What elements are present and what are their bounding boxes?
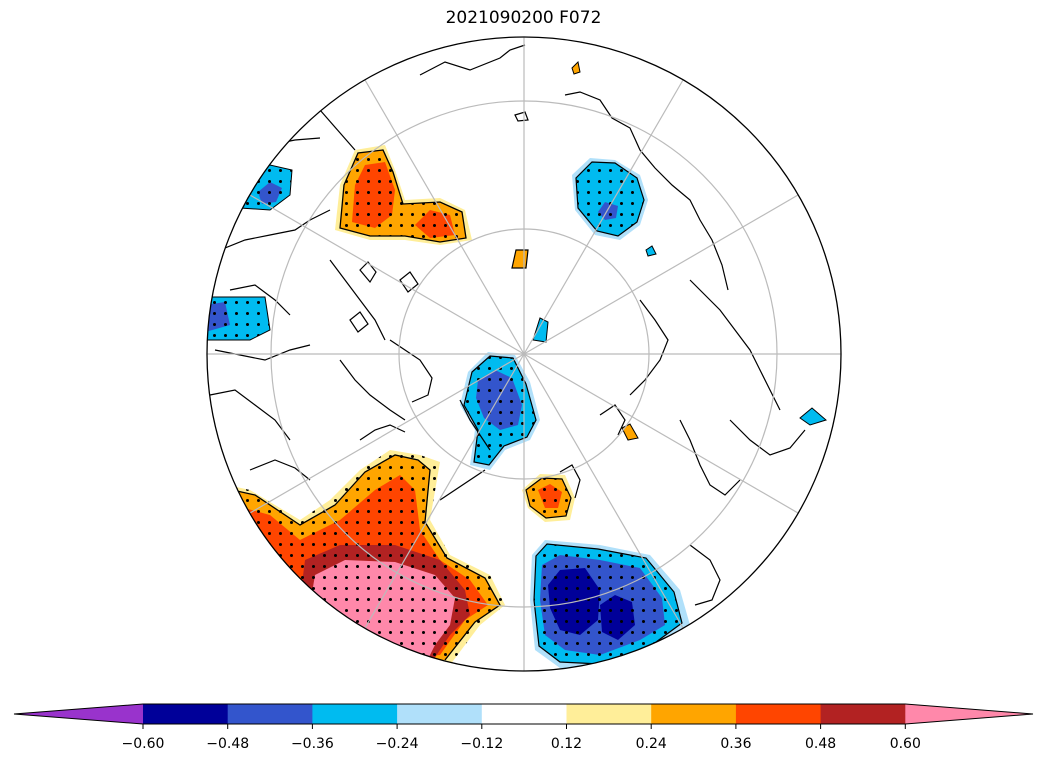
colorbar-tick-label: −0.48 — [206, 736, 249, 752]
colorbar-tick-label: 0.24 — [636, 736, 667, 752]
colorbar-segment — [143, 704, 229, 724]
colorbar-segment — [820, 704, 906, 724]
chart-title: 2021090200 F072 — [445, 8, 602, 28]
anomaly-small-cool-pole — [532, 317, 549, 343]
anomaly-small-warm-top — [571, 60, 581, 75]
map-boundary — [206, 36, 842, 672]
coastlines — [209, 44, 806, 606]
colorbar-extend-high — [905, 704, 1033, 724]
colorbar-segment — [481, 704, 567, 724]
anomaly-northern-europe-warm — [522, 474, 575, 522]
colorbar-tick-label: 0.36 — [720, 736, 751, 752]
colorbar-segment — [397, 704, 483, 724]
anomaly-siberia-cool — [530, 540, 690, 670]
colorbar-segment — [735, 704, 822, 724]
graticule — [207, 37, 841, 671]
colorbar-tick-label: −0.60 — [122, 736, 165, 752]
colorbar-tick-label: −0.24 — [376, 736, 419, 752]
anomaly-canada-cool — [207, 296, 271, 341]
colorbar-segment — [566, 704, 652, 724]
colorbar-tick-label: −0.36 — [291, 736, 334, 752]
colorbar-tick-label: 0.12 — [551, 736, 582, 752]
colorbar-tick-label: −0.12 — [460, 736, 503, 752]
anomaly-east-siberia-cool — [572, 158, 648, 240]
anomaly-small-cool-east — [645, 245, 657, 257]
colorbar: −0.60 −0.48 −0.36 −0.24 −0.12 0.12 0.24 0.36 0.4… — [13, 703, 1034, 752]
anomaly-small-cool-right — [799, 407, 828, 426]
map-area — [207, 37, 841, 671]
colorbar-extend-low — [14, 704, 143, 724]
colorbar-segment — [227, 704, 313, 724]
colorbar-tick-label: 0.60 — [890, 736, 921, 752]
colorbar-tick-label: 0.48 — [805, 736, 836, 752]
colorbar-segment — [651, 704, 737, 724]
colorbar-segment — [312, 704, 398, 724]
anomaly-greenland-warm — [335, 145, 472, 245]
